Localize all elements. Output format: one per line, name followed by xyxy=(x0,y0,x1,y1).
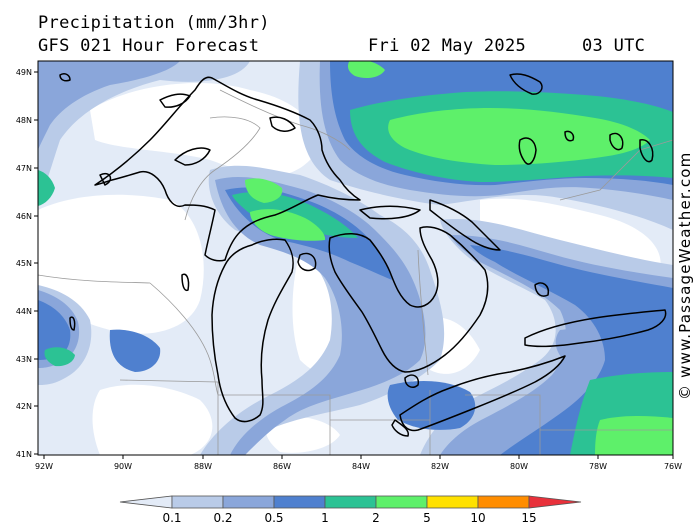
lat-label: 47N xyxy=(16,164,32,173)
lat-label: 46N xyxy=(16,212,32,221)
legend-arrow-high xyxy=(528,495,582,509)
precipitation-field xyxy=(38,61,673,455)
lat-label: 41N xyxy=(16,450,32,459)
lake-erie xyxy=(399,355,566,432)
legend-label: 0.2 xyxy=(213,511,232,525)
legend-label: 1 xyxy=(321,511,329,525)
lon-label: 92W xyxy=(35,462,53,471)
lon-label: 80W xyxy=(510,462,528,471)
legend-label: 0.1 xyxy=(162,511,181,525)
chart-title: Precipitation (mm/3hr) xyxy=(38,13,270,33)
lon-label: 78W xyxy=(589,462,607,471)
lat-label: 44N xyxy=(16,307,32,316)
legend-swatch xyxy=(222,495,275,509)
great-lakes-coastline xyxy=(59,73,667,437)
legend-label: 10 xyxy=(470,511,485,525)
map-frame xyxy=(37,60,674,456)
legend-label: 2 xyxy=(372,511,380,525)
lon-label: 86W xyxy=(273,462,291,471)
lon-label: 82W xyxy=(431,462,449,471)
lon-label: 84W xyxy=(352,462,370,471)
legend-swatch xyxy=(324,495,377,509)
precip-band-5 xyxy=(245,61,673,455)
latitude-axis: 49N 48N 47N 46N 45N 44N 43N 42N 41N xyxy=(16,68,32,459)
legend-label: 15 xyxy=(521,511,536,525)
lon-label: 88W xyxy=(194,462,212,471)
lat-label: 45N xyxy=(16,259,32,268)
lat-label: 49N xyxy=(16,68,32,77)
lake-michigan xyxy=(211,238,294,423)
legend-swatch xyxy=(171,495,224,509)
state-boundaries xyxy=(37,89,674,455)
legend-arrow-low xyxy=(119,495,173,509)
lon-label: 76W xyxy=(664,462,682,471)
forecast-time: 03 UTC xyxy=(582,36,646,56)
legend-swatch xyxy=(375,495,428,509)
lake-ontario xyxy=(524,309,667,348)
lake-huron xyxy=(328,226,489,373)
precipitation-legend: 0.1 0.2 0.5 1 2 5 10 15 xyxy=(119,495,582,525)
longitude-axis: 92W 90W 88W 86W 84W 82W 80W 78W 76W xyxy=(35,462,682,471)
legend-swatch xyxy=(477,495,530,509)
legend-label: 0.5 xyxy=(264,511,283,525)
forecast-date: Fri 02 May 2025 xyxy=(368,36,527,56)
lon-label: 90W xyxy=(114,462,132,471)
lat-label: 43N xyxy=(16,355,32,364)
credit-watermark: © www.PassageWeather.com xyxy=(676,151,694,400)
lat-label: 48N xyxy=(16,116,32,125)
legend-swatch xyxy=(273,495,326,509)
legend-swatch xyxy=(426,495,479,509)
axis-ticks xyxy=(34,71,674,459)
legend-label: 5 xyxy=(423,511,431,525)
forecast-label: GFS 021 Hour Forecast xyxy=(38,36,260,56)
lake-superior xyxy=(94,76,361,262)
lat-label: 42N xyxy=(16,402,32,411)
